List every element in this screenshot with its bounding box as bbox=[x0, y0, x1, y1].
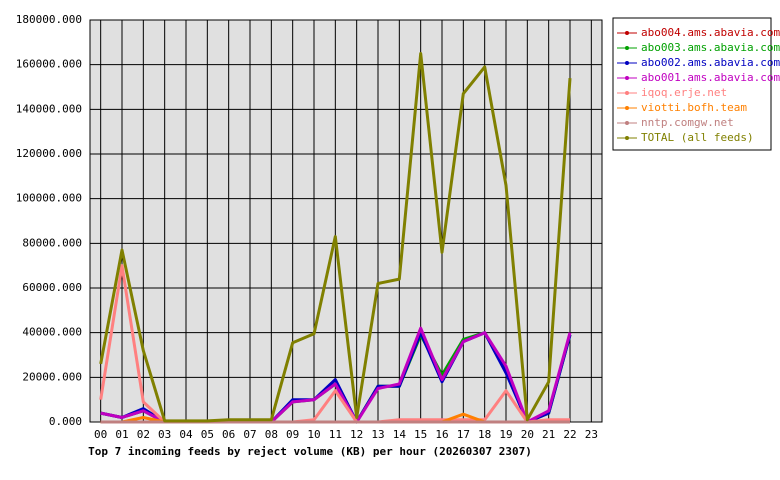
x-tick-label: 02 bbox=[137, 428, 150, 441]
x-tick-label: 16 bbox=[435, 428, 448, 441]
x-tick-label: 19 bbox=[499, 428, 512, 441]
x-tick-label: 10 bbox=[307, 428, 320, 441]
x-tick-label: 14 bbox=[393, 428, 407, 441]
x-tick-label: 22 bbox=[563, 428, 576, 441]
series-line bbox=[99, 52, 572, 423]
chart-title: Top 7 incoming feeds by reject volume (K… bbox=[88, 445, 532, 458]
x-tick-label: 13 bbox=[371, 428, 384, 441]
legend-label: TOTAL (all feeds) bbox=[641, 131, 754, 144]
legend-marker bbox=[625, 46, 629, 50]
x-tick-label: 20 bbox=[521, 428, 534, 441]
x-tick-label: 18 bbox=[478, 428, 491, 441]
y-tick-label: 20000.000 bbox=[22, 370, 82, 383]
x-tick-label: 08 bbox=[265, 428, 278, 441]
legend-marker bbox=[625, 121, 629, 125]
legend-label: viotti.bofh.team bbox=[641, 101, 747, 114]
x-tick-label: 00 bbox=[94, 428, 107, 441]
x-tick-label: 04 bbox=[179, 428, 193, 441]
x-tick-label: 03 bbox=[158, 428, 171, 441]
legend-marker bbox=[625, 91, 629, 95]
x-tick-label: 07 bbox=[243, 428, 256, 441]
x-tick-label: 09 bbox=[286, 428, 299, 441]
y-tick-label: 0.000 bbox=[49, 415, 82, 428]
legend-marker bbox=[625, 106, 629, 110]
y-tick-label: 60000.000 bbox=[22, 281, 82, 294]
y-tick-label: 100000.000 bbox=[16, 192, 82, 205]
x-tick-label: 23 bbox=[585, 428, 598, 441]
legend-label: iqoq.erje.net bbox=[641, 86, 727, 99]
legend-label: abo002.ams.abavia.com bbox=[641, 56, 780, 69]
x-tick-label: 17 bbox=[457, 428, 470, 441]
legend-marker bbox=[625, 61, 629, 65]
x-tick-label: 12 bbox=[350, 428, 363, 441]
legend-marker bbox=[625, 31, 629, 35]
y-tick-label: 40000.000 bbox=[22, 326, 82, 339]
legend-label: abo001.ams.abavia.com bbox=[641, 71, 780, 84]
y-tick-label: 120000.000 bbox=[16, 147, 82, 160]
legend-box bbox=[612, 17, 772, 151]
x-tick-label: 05 bbox=[201, 428, 214, 441]
y-tick-label: 180000.000 bbox=[16, 13, 82, 26]
x-tick-label: 01 bbox=[115, 428, 128, 441]
x-tick-label: 11 bbox=[329, 428, 342, 441]
x-tick-label: 21 bbox=[542, 428, 555, 441]
y-tick-label: 140000.000 bbox=[16, 102, 82, 115]
legend-label: abo004.ams.abavia.com bbox=[641, 26, 780, 39]
x-tick-label: 15 bbox=[414, 428, 427, 441]
x-tick-label: 06 bbox=[222, 428, 235, 441]
plot-area bbox=[89, 19, 603, 423]
y-tick-label: 80000.000 bbox=[22, 236, 82, 249]
legend-marker bbox=[625, 76, 629, 80]
legend-label: abo003.ams.abavia.com bbox=[641, 41, 780, 54]
legend-label: nntp.comgw.net bbox=[641, 116, 734, 129]
y-tick-label: 160000.000 bbox=[16, 58, 82, 71]
legend-marker bbox=[625, 136, 629, 140]
